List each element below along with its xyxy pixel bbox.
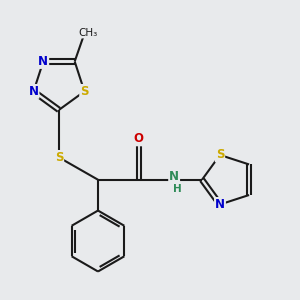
Text: N: N <box>38 55 48 68</box>
Text: N: N <box>28 85 38 98</box>
Text: S: S <box>216 148 224 161</box>
Text: O: O <box>134 132 144 146</box>
Text: N: N <box>169 169 179 182</box>
Text: H: H <box>173 184 182 194</box>
Text: S: S <box>55 151 63 164</box>
Text: CH₃: CH₃ <box>78 28 97 38</box>
Text: N: N <box>215 198 225 211</box>
Text: S: S <box>80 85 89 98</box>
